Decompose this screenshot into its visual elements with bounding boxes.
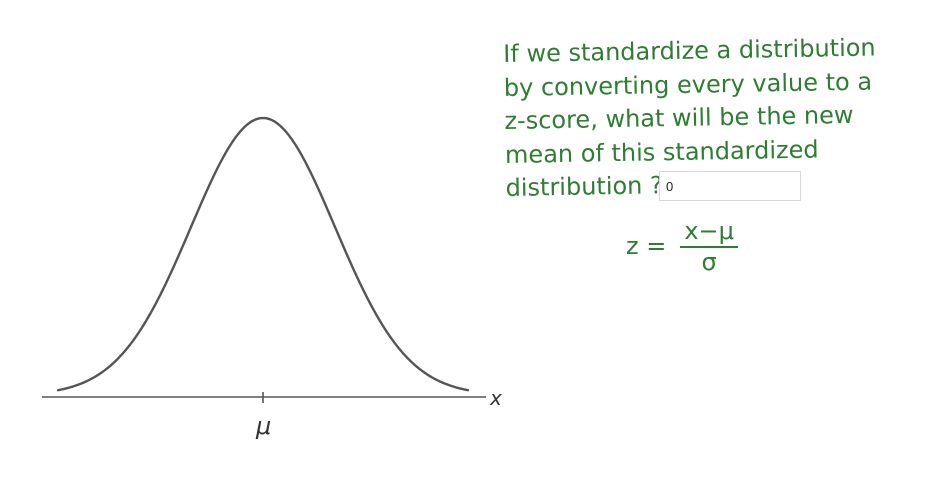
mean-label: μ — [255, 412, 271, 440]
answer-input[interactable] — [659, 171, 801, 201]
bell-curve — [56, 116, 470, 392]
formula-fraction: x−μ σ — [680, 218, 738, 275]
formula-numerator: x−μ — [680, 218, 738, 248]
x-axis-label: x — [489, 386, 502, 410]
question-line: z-score, what will be the new — [504, 100, 854, 135]
formula-denominator: σ — [701, 247, 717, 276]
formula-lhs: z = — [626, 232, 667, 260]
z-score-formula: z = x−μ σ — [626, 216, 738, 276]
